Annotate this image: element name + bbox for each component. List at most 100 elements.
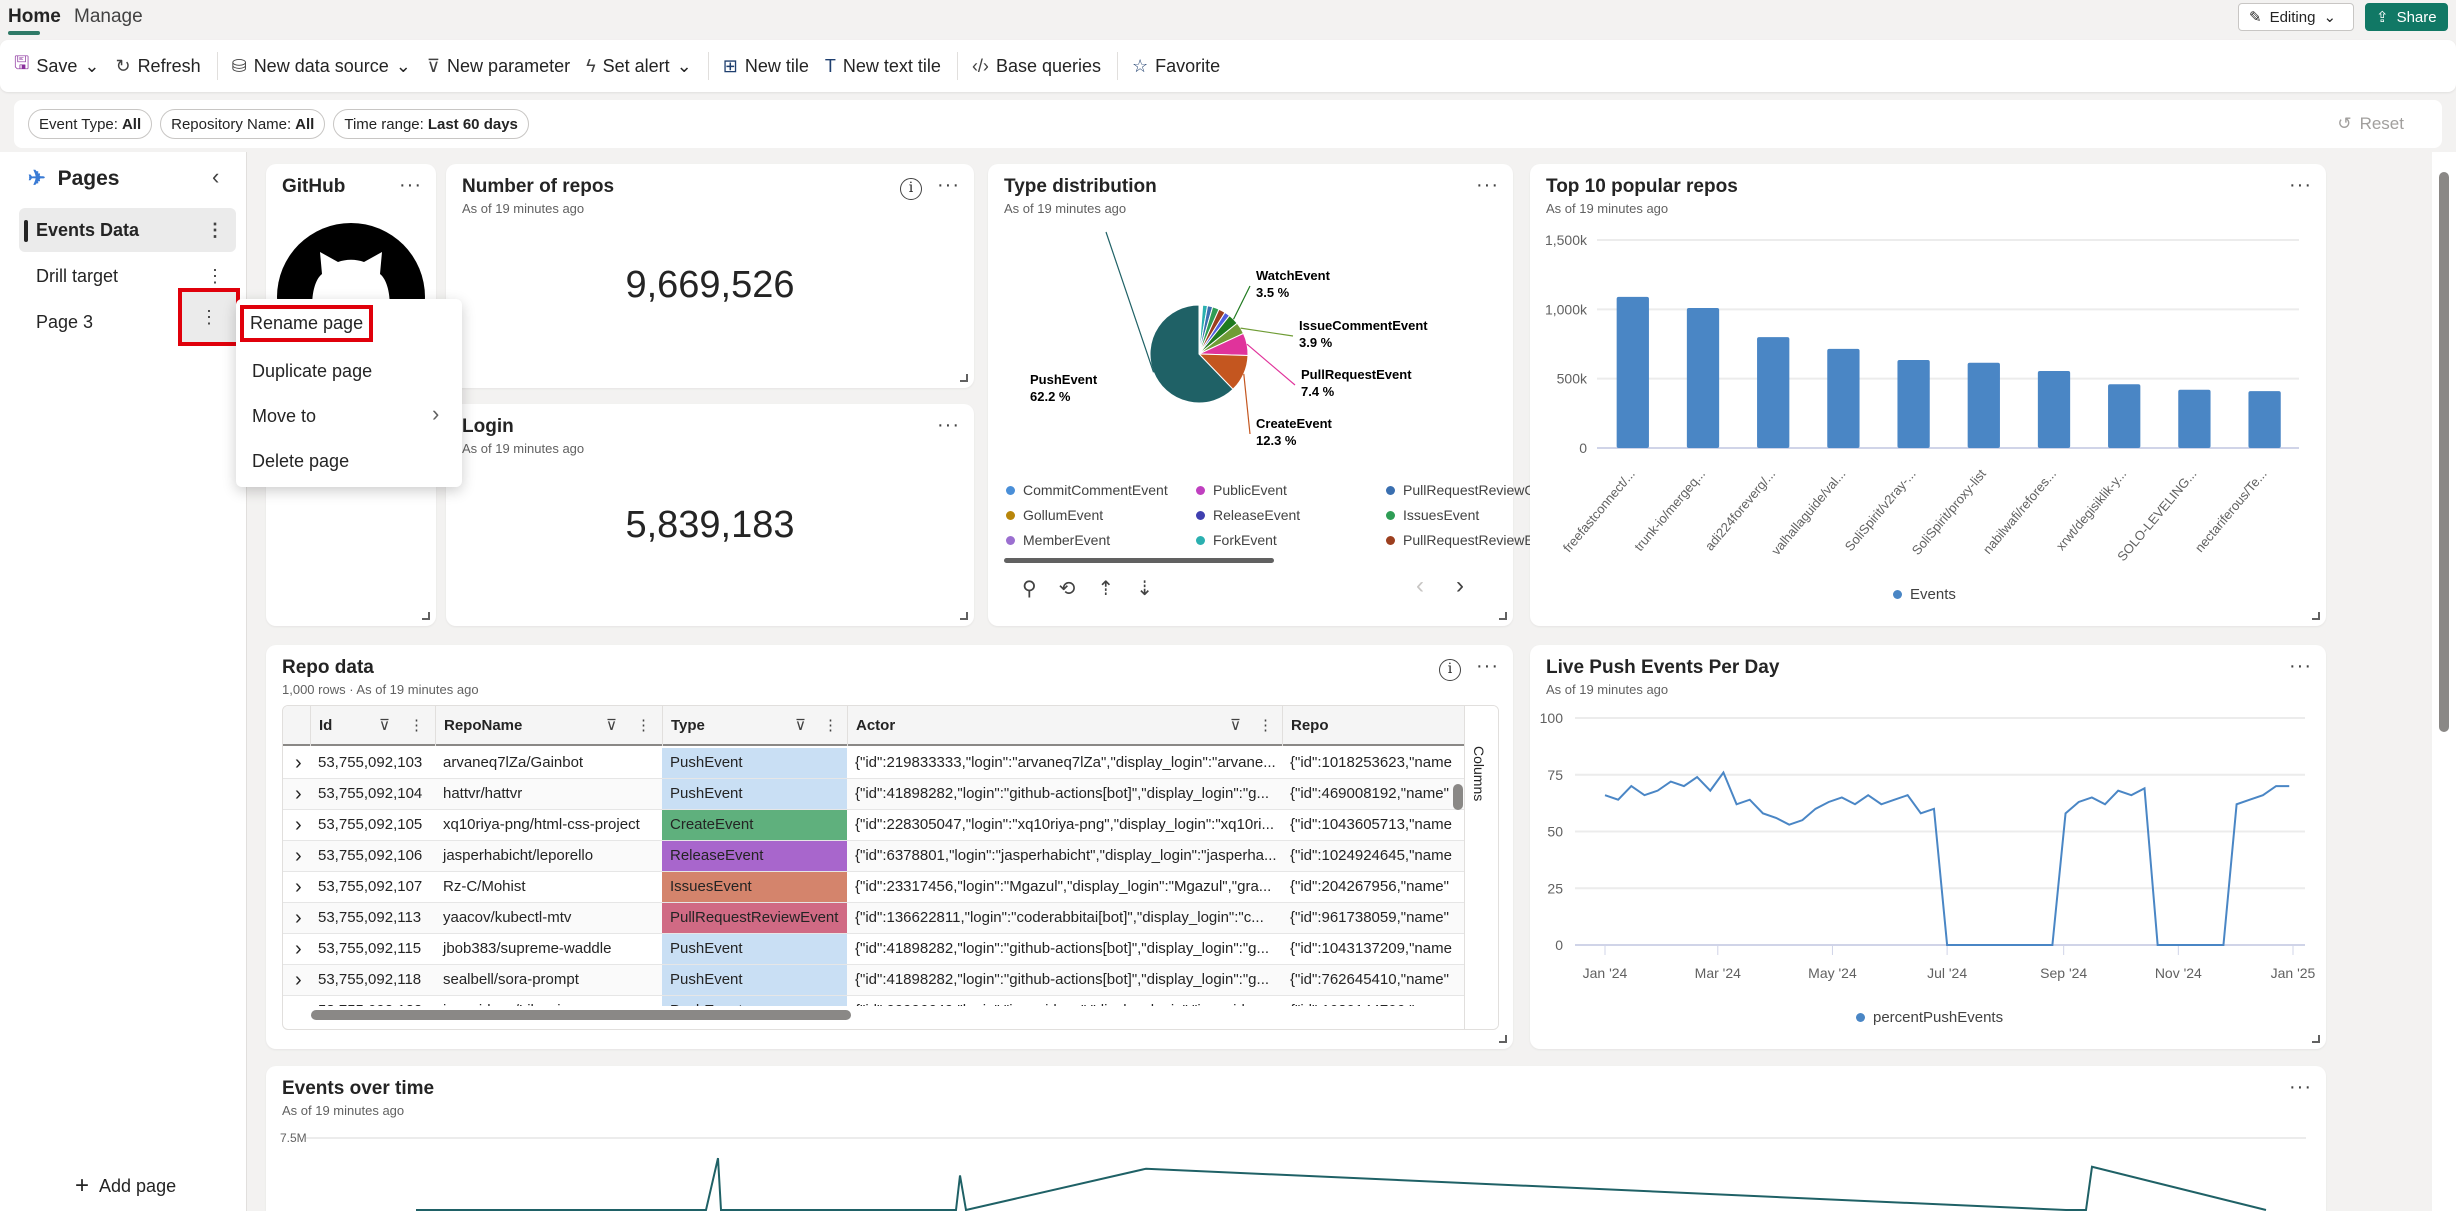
resize-handle[interactable] xyxy=(2312,1035,2320,1043)
legend-item[interactable]: IssuesEvent xyxy=(1386,507,1479,523)
table-row[interactable]: › 53,755,092,122iunseidosu/LibrarianPushE… xyxy=(283,996,1465,1006)
scroll-up-icon[interactable]: ⇡ xyxy=(1097,578,1115,600)
menu-item-delete-page[interactable]: Delete page xyxy=(252,451,350,471)
legend-scrollbar[interactable] xyxy=(1004,558,1274,563)
new-text-tile-button[interactable]: T New text tile xyxy=(825,56,941,77)
table-row[interactable]: › 53,755,092,118 sealbell/sora-prompt PushE… xyxy=(283,965,1465,996)
resize-handle[interactable] xyxy=(422,612,430,620)
legend-item[interactable]: GollumEvent xyxy=(1006,507,1103,523)
new-data-source-button[interactable]: ⛁ New data source ⌄ xyxy=(232,56,411,77)
save-button[interactable]: 🖫 Save ⌄ xyxy=(14,51,99,81)
share-button[interactable]: ⇪ Share xyxy=(2365,3,2448,31)
page-item-events-data[interactable]: Events Data ⋮ xyxy=(19,208,236,252)
horizontal-scrollbar[interactable] xyxy=(311,1010,851,1020)
page-scrollbar-thumb[interactable] xyxy=(2439,172,2449,732)
column-menu-icon[interactable]: ⋮ xyxy=(409,717,424,734)
filter-time-range[interactable]: Time range: Last 60 days xyxy=(333,109,529,139)
more-options-icon[interactable]: ··· xyxy=(2289,174,2312,196)
page-item-drill-target[interactable]: Drill target ⋮ xyxy=(19,254,236,298)
expand-row-icon[interactable]: › xyxy=(295,969,302,991)
more-options-icon[interactable]: ··· xyxy=(1476,174,1499,196)
table-row[interactable]: › 53,755,092,113 yaacov/kubectl-mtv PullReq… xyxy=(283,903,1465,934)
favorite-button[interactable]: ☆ Favorite xyxy=(1132,56,1220,77)
next-page-icon[interactable]: › xyxy=(1456,572,1464,599)
column-menu-icon[interactable]: ⋮ xyxy=(1258,717,1273,734)
page-more-icon[interactable]: ⋮ xyxy=(206,266,224,286)
column-menu-icon[interactable]: ⋮ xyxy=(823,717,838,734)
column-header-reponame[interactable]: RepoName ⊽ ⋮ xyxy=(435,706,662,746)
set-alert-button[interactable]: ϟ Set alert ⌄ xyxy=(586,56,692,77)
new-parameter-button[interactable]: ⊽ New parameter xyxy=(427,56,570,77)
scroll-down-icon[interactable]: ⇣ xyxy=(1136,578,1153,600)
column-menu-icon[interactable]: ⋮ xyxy=(636,717,651,734)
filter-icon[interactable]: ⊽ xyxy=(1230,717,1241,734)
page-more-icon[interactable]: ⋮ xyxy=(206,220,224,240)
legend-item[interactable]: CommitCommentEvent xyxy=(1006,482,1168,498)
menu-item-rename-page[interactable]: Rename page xyxy=(239,305,374,342)
columns-panel-toggle[interactable]: Columns xyxy=(1464,706,1498,1029)
prev-page-icon[interactable]: ‹ xyxy=(1416,572,1424,599)
legend-item[interactable]: ForkEvent xyxy=(1196,532,1277,548)
resize-handle[interactable] xyxy=(1499,1035,1507,1043)
legend-item[interactable]: PullRequestReviewEvent xyxy=(1386,532,1560,548)
reset-button[interactable]: ↺ Reset xyxy=(2337,114,2404,134)
filter-event-type[interactable]: Event Type: All xyxy=(28,109,153,139)
filter-icon[interactable]: ⊽ xyxy=(795,717,806,734)
filter-repository-name[interactable]: Repository Name: All xyxy=(160,109,326,139)
column-header-actor[interactable]: Actor ⊽ ⋮ xyxy=(847,706,1282,746)
expand-row-icon[interactable]: › xyxy=(295,938,302,960)
more-options-icon[interactable]: ··· xyxy=(937,414,960,436)
search-icon[interactable]: ⚲ xyxy=(1022,578,1037,600)
add-page-button[interactable]: + Add page xyxy=(75,1172,176,1200)
pie-label-value: 12.3 % xyxy=(1256,433,1297,448)
page-scrollbar[interactable] xyxy=(2432,152,2456,1211)
loop-icon[interactable]: ⟲ xyxy=(1058,578,1076,600)
column-header-repo[interactable]: Repo xyxy=(1282,706,1465,746)
more-options-icon[interactable]: ··· xyxy=(2289,655,2312,677)
filter-icon[interactable]: ⊽ xyxy=(379,717,390,734)
new-tile-button[interactable]: ⊞ New tile xyxy=(723,56,809,77)
more-options-icon[interactable]: ··· xyxy=(2289,1076,2312,1098)
info-icon[interactable]: i xyxy=(900,178,922,200)
column-header-id[interactable]: Id ⊽ ⋮ xyxy=(310,706,435,746)
table-row[interactable]: › 53,755,092,105 xq10riya-png/html-css-pro… xyxy=(283,810,1465,841)
menu-item-move-to[interactable]: Move to xyxy=(252,406,317,426)
resize-handle[interactable] xyxy=(960,612,968,620)
table-row[interactable]: › 53,755,092,103 arvaneq7lZa/Gainbot PushEv… xyxy=(283,748,1465,779)
legend-item[interactable]: PublicEvent xyxy=(1196,482,1287,498)
table-row[interactable]: › 53,755,092,106 jasperhabicht/leporello Re… xyxy=(283,841,1465,872)
legend-item[interactable]: MemberEvent xyxy=(1006,532,1110,548)
refresh-button[interactable]: ↻ Refresh xyxy=(115,56,200,77)
more-options-icon[interactable]: ··· xyxy=(937,174,960,196)
info-icon[interactable]: i xyxy=(1439,659,1461,681)
tile-subtitle: As of 19 minutes ago xyxy=(462,441,585,456)
more-options-icon[interactable]: ··· xyxy=(1476,655,1499,677)
editing-mode-button[interactable]: ✎ Editing ⌄ xyxy=(2238,3,2354,31)
tab-manage[interactable]: Manage xyxy=(74,6,143,27)
filter-icon[interactable]: ⊽ xyxy=(606,717,617,734)
tab-home[interactable]: Home xyxy=(8,6,61,27)
collapse-sidebar-icon[interactable]: ‹ xyxy=(212,164,220,189)
more-options-icon[interactable]: ··· xyxy=(399,174,422,196)
expand-row-icon[interactable]: › xyxy=(295,907,302,929)
table-row[interactable]: › 53,755,092,104 hattvr/hattvr PushEvent {"i… xyxy=(283,779,1465,810)
expand-row-icon[interactable]: › xyxy=(295,876,302,898)
resize-handle[interactable] xyxy=(2312,612,2320,620)
vertical-scrollbar[interactable] xyxy=(1453,784,1463,810)
legend-item[interactable]: ReleaseEvent xyxy=(1196,507,1300,523)
expand-row-icon[interactable]: › xyxy=(295,845,302,867)
legend-item[interactable]: PullRequestReviewComr xyxy=(1386,482,1559,498)
expand-row-icon[interactable]: › xyxy=(295,752,302,774)
column-header-type[interactable]: Type ⊽ ⋮ xyxy=(662,706,847,746)
base-queries-button[interactable]: ‹/› Base queries xyxy=(972,56,1101,77)
resize-handle[interactable] xyxy=(1499,612,1507,620)
menu-item-duplicate-page[interactable]: Duplicate page xyxy=(252,361,373,381)
expand-row-icon[interactable]: › xyxy=(287,996,302,1006)
page-more-icon[interactable]: ⋮ xyxy=(178,288,240,346)
table-row[interactable]: › 53,755,092,115 jbob383/supreme-waddle Pus… xyxy=(283,934,1465,965)
page-item-page-3[interactable]: Page 3 ⋮ xyxy=(19,288,240,346)
resize-handle[interactable] xyxy=(960,374,968,382)
expand-row-icon[interactable]: › xyxy=(295,814,302,836)
table-row[interactable]: › 53,755,092,107 Rz-C/Mohist IssuesEvent {"i… xyxy=(283,872,1465,903)
expand-row-icon[interactable]: › xyxy=(295,783,302,805)
